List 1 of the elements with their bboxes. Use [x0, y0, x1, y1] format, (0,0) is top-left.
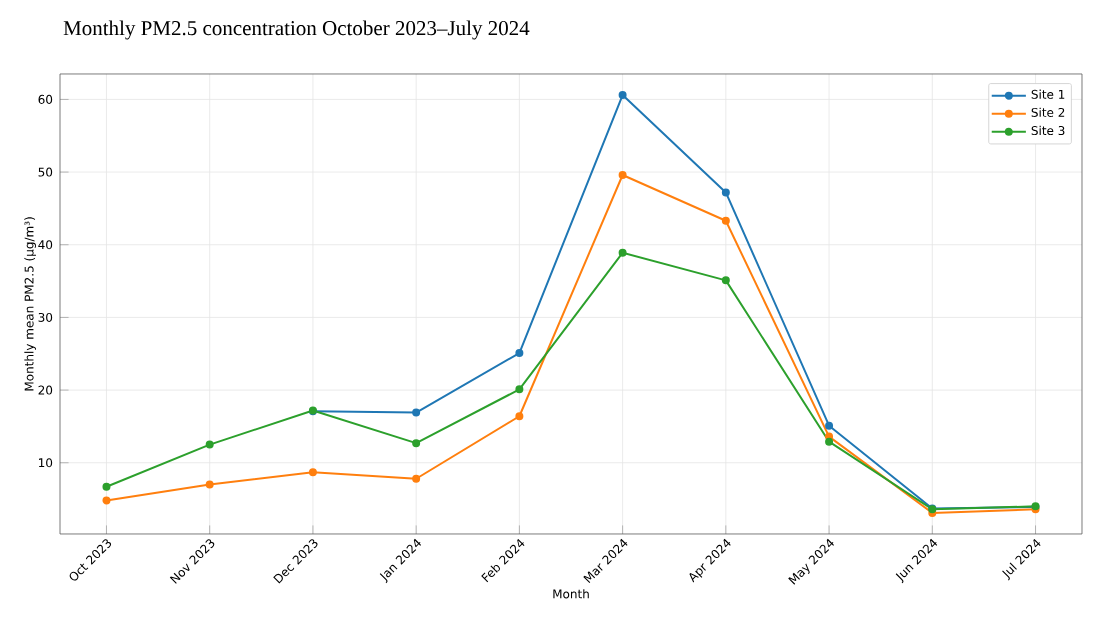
chart-title: Monthly PM2.5 concentration October 2023–July 2024 [63, 20, 530, 40]
